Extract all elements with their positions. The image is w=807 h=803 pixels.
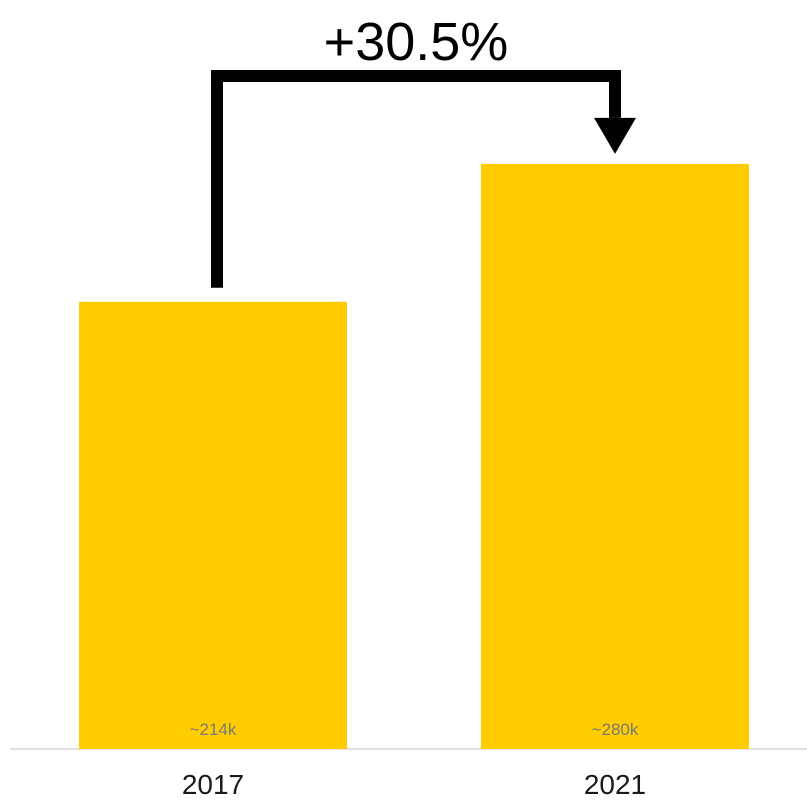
value-label-2017: ~214k bbox=[190, 720, 237, 739]
change-arrowhead bbox=[594, 117, 636, 154]
bar-2021 bbox=[481, 163, 749, 749]
value-label-2021: ~280k bbox=[592, 720, 639, 739]
change-label: +30.5% bbox=[324, 12, 509, 72]
category-label-2017: 2017 bbox=[182, 769, 244, 800]
change-arrow bbox=[211, 70, 621, 288]
bars-group bbox=[79, 163, 749, 749]
category-label-2021: 2021 bbox=[584, 769, 646, 800]
labels-group: ~214k 2017 ~280k 2021 bbox=[182, 720, 646, 800]
bar-2017 bbox=[79, 301, 347, 749]
change-annotation: +30.5% bbox=[211, 12, 636, 288]
